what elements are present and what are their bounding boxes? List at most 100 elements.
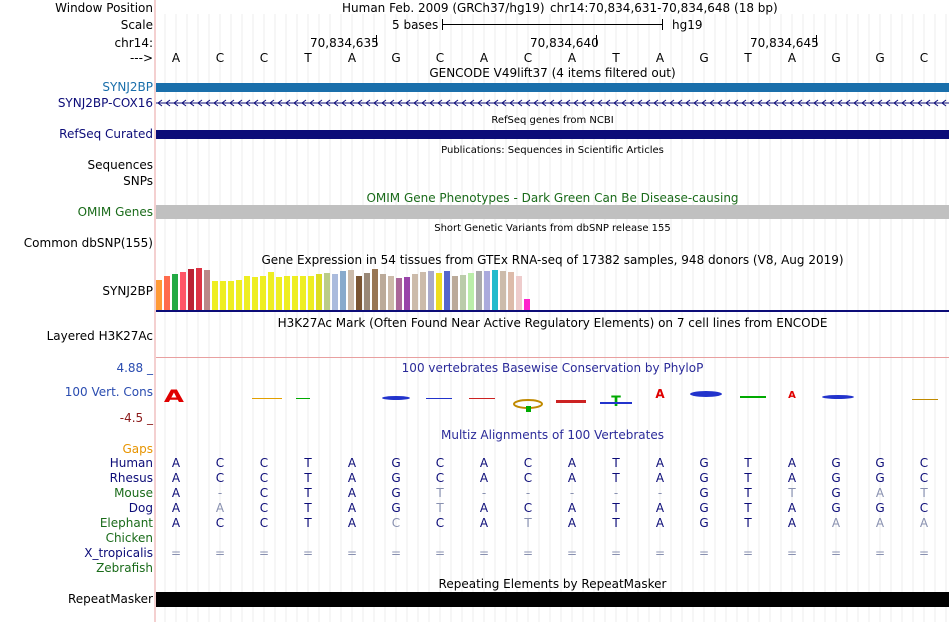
dbsnp-label[interactable]: Common dbSNP(155)	[23, 236, 153, 250]
sequence-base: A	[171, 51, 181, 65]
gtex-tissue-bar[interactable]	[356, 276, 362, 310]
repeatmasker-label[interactable]: RepeatMasker	[67, 592, 153, 606]
multiz-base: G	[875, 471, 885, 485]
gtex-tissue-bar[interactable]	[348, 270, 354, 310]
gencode-track-synj2bp-label[interactable]: SYNJ2BP	[102, 80, 153, 94]
refseq-label[interactable]: RefSeq Curated	[59, 127, 153, 141]
gtex-tissue-bar[interactable]	[260, 276, 266, 310]
gencode-synj2bp-cox16-intron[interactable]	[156, 98, 949, 108]
gtex-tissue-bar[interactable]	[188, 269, 194, 310]
gencode-synj2bp-feature[interactable]	[156, 83, 949, 92]
multiz-base: C	[919, 501, 929, 515]
cons-logo-mark-8	[526, 406, 531, 412]
gtex-tissue-bar[interactable]	[180, 272, 186, 310]
gtex-tissue-bar[interactable]	[388, 276, 394, 310]
gtex-tissue-bar[interactable]	[492, 270, 498, 310]
gtex-tissue-bar[interactable]	[300, 276, 306, 310]
gtex-tissue-bar[interactable]	[468, 273, 474, 310]
multiz-base: =	[522, 546, 534, 560]
gtex-tissue-bar[interactable]	[436, 273, 442, 310]
gtex-tissue-bar[interactable]	[284, 276, 290, 310]
refseq-feature[interactable]	[156, 130, 949, 139]
conservation-title[interactable]: 100 vertebrates Basewise Conservation by…	[401, 361, 704, 375]
gtex-title[interactable]: Gene Expression in 54 tissues from GTEx …	[261, 253, 844, 267]
gtex-tissue-bar[interactable]	[156, 280, 162, 310]
gtex-tissue-bar[interactable]	[380, 274, 386, 310]
gtex-tissue-bar[interactable]	[364, 273, 370, 310]
conservation-label[interactable]: 100 Vert. Cons	[64, 385, 153, 399]
multiz-species-label[interactable]: Mouse	[114, 486, 153, 500]
gtex-tissue-bar[interactable]	[428, 271, 434, 310]
gtex-tissue-bar[interactable]	[236, 280, 242, 310]
gtex-tissue-bar[interactable]	[516, 276, 522, 310]
gtex-tissue-bar[interactable]	[212, 281, 218, 310]
cons-logo-mark-6	[469, 398, 495, 399]
gtex-tissue-bar[interactable]	[252, 277, 258, 310]
omim-label[interactable]: OMIM Genes	[77, 205, 153, 219]
refseq-title[interactable]: RefSeq genes from NCBI	[491, 115, 614, 126]
gtex-tissue-bar[interactable]	[276, 277, 282, 310]
gtex-tissue-bar[interactable]	[484, 271, 490, 310]
gtex-tissue-bar[interactable]	[228, 281, 234, 310]
repeatmasker-feature[interactable]	[156, 592, 949, 607]
gtex-tissue-bar[interactable]	[332, 274, 338, 310]
gencode-title[interactable]: GENCODE V49lift37 (4 items filtered out)	[429, 66, 676, 80]
gtex-tissue-bar[interactable]	[204, 270, 210, 310]
multiz-base: T	[744, 456, 752, 470]
publications-title[interactable]: Publications: Sequences in Scientific Ar…	[441, 145, 664, 156]
multiz-species-label[interactable]: Human	[109, 456, 153, 470]
gtex-tissue-bar[interactable]	[220, 281, 226, 310]
multiz-title[interactable]: Multiz Alignments of 100 Vertebrates	[440, 428, 665, 442]
gtex-tissue-bar[interactable]	[292, 276, 298, 310]
gtex-tissue-bar[interactable]	[308, 276, 314, 310]
multiz-base: A	[567, 516, 577, 530]
h3k27ac-baseline	[156, 357, 949, 358]
multiz-species-label[interactable]: Elephant	[99, 516, 153, 530]
omim-title[interactable]: OMIM Gene Phenotypes - Dark Green Can Be…	[366, 191, 739, 205]
gtex-tissue-bar[interactable]	[324, 273, 330, 310]
gtex-tissue-bar[interactable]	[508, 272, 514, 310]
gtex-tissue-bar[interactable]	[196, 268, 202, 310]
multiz-base: C	[259, 456, 269, 470]
multiz-base: A	[567, 456, 577, 470]
repeatmasker-title[interactable]: Repeating Elements by RepeatMasker	[438, 577, 667, 591]
publications-sequences-label[interactable]: Sequences	[87, 158, 153, 172]
multiz-species-label[interactable]: X_tropicalis	[84, 546, 153, 560]
gtex-label[interactable]: SYNJ2BP	[102, 284, 153, 298]
omim-feature[interactable]	[156, 205, 949, 219]
gtex-tissue-bar[interactable]	[164, 276, 170, 310]
dbsnp-title[interactable]: Short Genetic Variants from dbSNP releas…	[434, 223, 671, 234]
gtex-tissue-bar[interactable]	[412, 274, 418, 310]
multiz-species-label[interactable]: Chicken	[105, 531, 153, 545]
gtex-bar-chart[interactable]	[156, 268, 949, 310]
gtex-tissue-bar[interactable]	[476, 271, 482, 310]
gtex-tissue-bar[interactable]	[500, 271, 506, 310]
gencode-track-synj2bp-cox16-label[interactable]: SYNJ2BP-COX16	[57, 96, 153, 110]
multiz-base: T	[744, 486, 752, 500]
multiz-base: A	[171, 486, 181, 500]
conservation-logo[interactable]: A T A A	[156, 382, 949, 412]
gtex-tissue-bar[interactable]	[396, 278, 402, 310]
h3k27ac-title[interactable]: H3K27Ac Mark (Often Found Near Active Re…	[277, 316, 828, 330]
multiz-species-label[interactable]: Rhesus	[109, 471, 153, 485]
multiz-base: G	[391, 456, 401, 470]
gtex-tissue-bar[interactable]	[524, 299, 530, 310]
gtex-tissue-bar[interactable]	[372, 269, 378, 310]
publications-snps-label[interactable]: SNPs	[123, 174, 153, 188]
gtex-tissue-bar[interactable]	[444, 271, 450, 310]
gtex-tissue-bar[interactable]	[316, 274, 322, 310]
gtex-tissue-bar[interactable]	[172, 274, 178, 310]
gtex-tissue-bar[interactable]	[268, 272, 274, 310]
multiz-gaps-label[interactable]: Gaps	[122, 442, 153, 456]
gtex-tissue-bar[interactable]	[460, 275, 466, 310]
h3k27ac-label[interactable]: Layered H3K27Ac	[46, 329, 153, 343]
gtex-tissue-bar[interactable]	[340, 271, 346, 310]
multiz-species-label[interactable]: Dog	[128, 501, 153, 515]
gtex-tissue-bar[interactable]	[244, 276, 250, 310]
gtex-tissue-bar[interactable]	[420, 272, 426, 310]
multiz-species-label[interactable]: Zebrafish	[96, 561, 153, 575]
cons-logo-mark-5	[426, 398, 452, 399]
cons-logo-a-12: A	[655, 387, 665, 401]
gtex-tissue-bar[interactable]	[452, 276, 458, 310]
gtex-tissue-bar[interactable]	[404, 277, 410, 310]
